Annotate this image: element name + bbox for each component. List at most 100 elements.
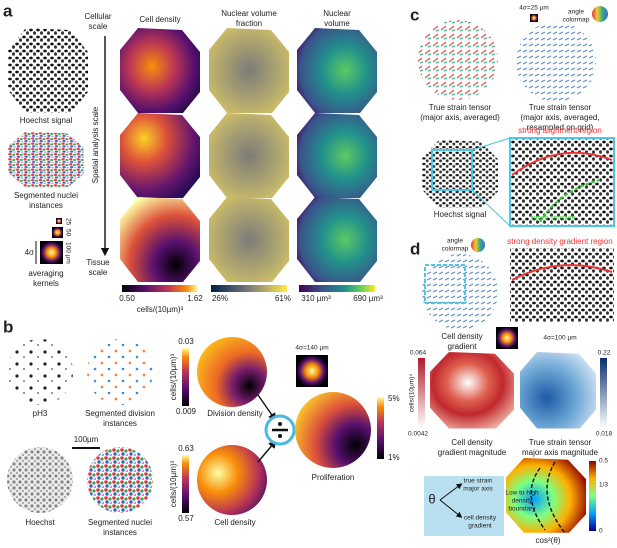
kernel	[56, 218, 62, 224]
heatmap	[209, 113, 289, 198]
region-label: strong alignment region	[518, 126, 602, 135]
colorbar	[418, 358, 425, 428]
kernel	[52, 227, 63, 238]
caption: (major axis, averaged)	[420, 113, 500, 122]
heatmap	[120, 197, 200, 282]
colorbar-label: 0.5	[599, 458, 608, 465]
colorbar-label: 1.62	[187, 294, 203, 303]
kernel-label: 4σ=100 µm	[543, 335, 576, 342]
boundary-line	[546, 461, 566, 534]
boundary-line	[530, 467, 546, 531]
region-outline	[511, 151, 613, 176]
column-header: Nuclear	[323, 9, 351, 18]
zoom-box	[424, 264, 466, 304]
heatmap	[209, 197, 289, 282]
theta: θ	[428, 491, 435, 506]
scale-label: Cellular	[84, 12, 111, 21]
colorbar	[182, 348, 189, 406]
axis-arrow	[439, 499, 463, 518]
colorbar-title: cos²(θ)	[536, 536, 561, 545]
caption: Division density	[207, 409, 263, 418]
hoechst-image	[8, 28, 88, 113]
panel-label: b	[3, 317, 13, 336]
hoechst-image	[7, 447, 73, 513]
column-header: volume	[324, 19, 350, 28]
colorbar	[377, 397, 384, 459]
colorbar	[600, 358, 607, 428]
caption: kernels	[33, 279, 59, 288]
zoom-image	[510, 138, 614, 226]
colorbar-label: 310 µm³	[301, 294, 331, 303]
colorbar-label: 61%	[275, 294, 291, 303]
lumen-outline	[539, 179, 601, 223]
kernel	[40, 241, 63, 264]
scale-label: scale	[89, 22, 108, 31]
proliferation-map	[295, 392, 371, 468]
arrow	[257, 394, 277, 422]
colorbar	[299, 285, 375, 292]
colormap-label: angle	[447, 238, 463, 245]
colormap-label: colormap	[442, 246, 469, 253]
sigma-label: 4σ	[25, 248, 34, 257]
scale-label: scale	[89, 268, 108, 277]
kernel	[296, 355, 328, 387]
strain-image	[418, 20, 498, 100]
caption: pH3	[33, 409, 48, 418]
zoom-box	[431, 149, 473, 191]
caption: Cell density	[214, 518, 255, 527]
boundary-label: density	[512, 498, 533, 505]
angle-wheel	[592, 6, 608, 22]
zoom-frame	[509, 137, 615, 227]
diagram-label: major axis	[463, 486, 493, 493]
zoom-line	[471, 137, 511, 151]
colorbar-label: 0.50	[119, 294, 135, 303]
segmented-image	[87, 447, 153, 513]
colorbar-unit: cells/(10µm)³	[169, 353, 178, 400]
kernel-label: 4σ=25 µm	[519, 5, 549, 12]
heatmap	[120, 113, 200, 198]
caption: True strain tensor	[529, 438, 592, 447]
red-map	[430, 352, 514, 429]
colormap-label: colormap	[563, 17, 590, 24]
region-label: strong density gradient region	[507, 237, 612, 246]
scale-label: 100µm	[74, 435, 99, 444]
angle-wheel	[471, 238, 485, 252]
lumen-label: lumen structure	[531, 215, 576, 222]
division-map	[197, 337, 267, 407]
heatmap	[120, 28, 200, 113]
caption: instances	[29, 201, 63, 210]
heatmap	[209, 28, 289, 113]
caption: (major axis, averaged,	[520, 113, 599, 122]
kernel-size: 100 µm	[64, 242, 71, 264]
colorbar-label: 0.009	[176, 407, 197, 416]
caption: Segmented nuclei	[88, 518, 152, 527]
panel-label: c	[410, 5, 419, 24]
divide-icon	[278, 422, 282, 426]
caption: Segmented nuclei	[14, 191, 78, 200]
caption: Proliferation	[312, 473, 355, 482]
kernel-size: 25	[64, 218, 71, 226]
colorbar-label: 0.57	[178, 514, 194, 523]
kernel	[496, 327, 518, 349]
panel-label: a	[3, 1, 13, 20]
caption: True strain tensor	[529, 103, 592, 112]
diagram-label: true strain	[464, 478, 493, 485]
colorbar-unit: cells/(10µm)⁴	[409, 374, 416, 413]
caption: resampled on grid)	[527, 123, 594, 132]
zoom-line	[471, 189, 511, 227]
colorbar-label: 1/3	[599, 482, 608, 489]
colorbar-label: 1%	[388, 453, 400, 462]
kernel	[530, 14, 538, 22]
caption: averaging	[28, 269, 63, 278]
colorbar	[182, 455, 189, 513]
diagram-label: cell density	[464, 515, 497, 522]
ph3-image	[7, 339, 73, 405]
column-header: fraction	[236, 19, 262, 28]
division-image	[87, 339, 153, 405]
axis-label: Spatial analysis scale	[91, 106, 100, 183]
arrow	[257, 439, 277, 463]
colorbar-label: 5%	[388, 394, 400, 403]
caption: Hoechst signal	[20, 116, 73, 125]
region-outline	[511, 264, 613, 281]
boundary-label: Low to high	[505, 490, 539, 497]
